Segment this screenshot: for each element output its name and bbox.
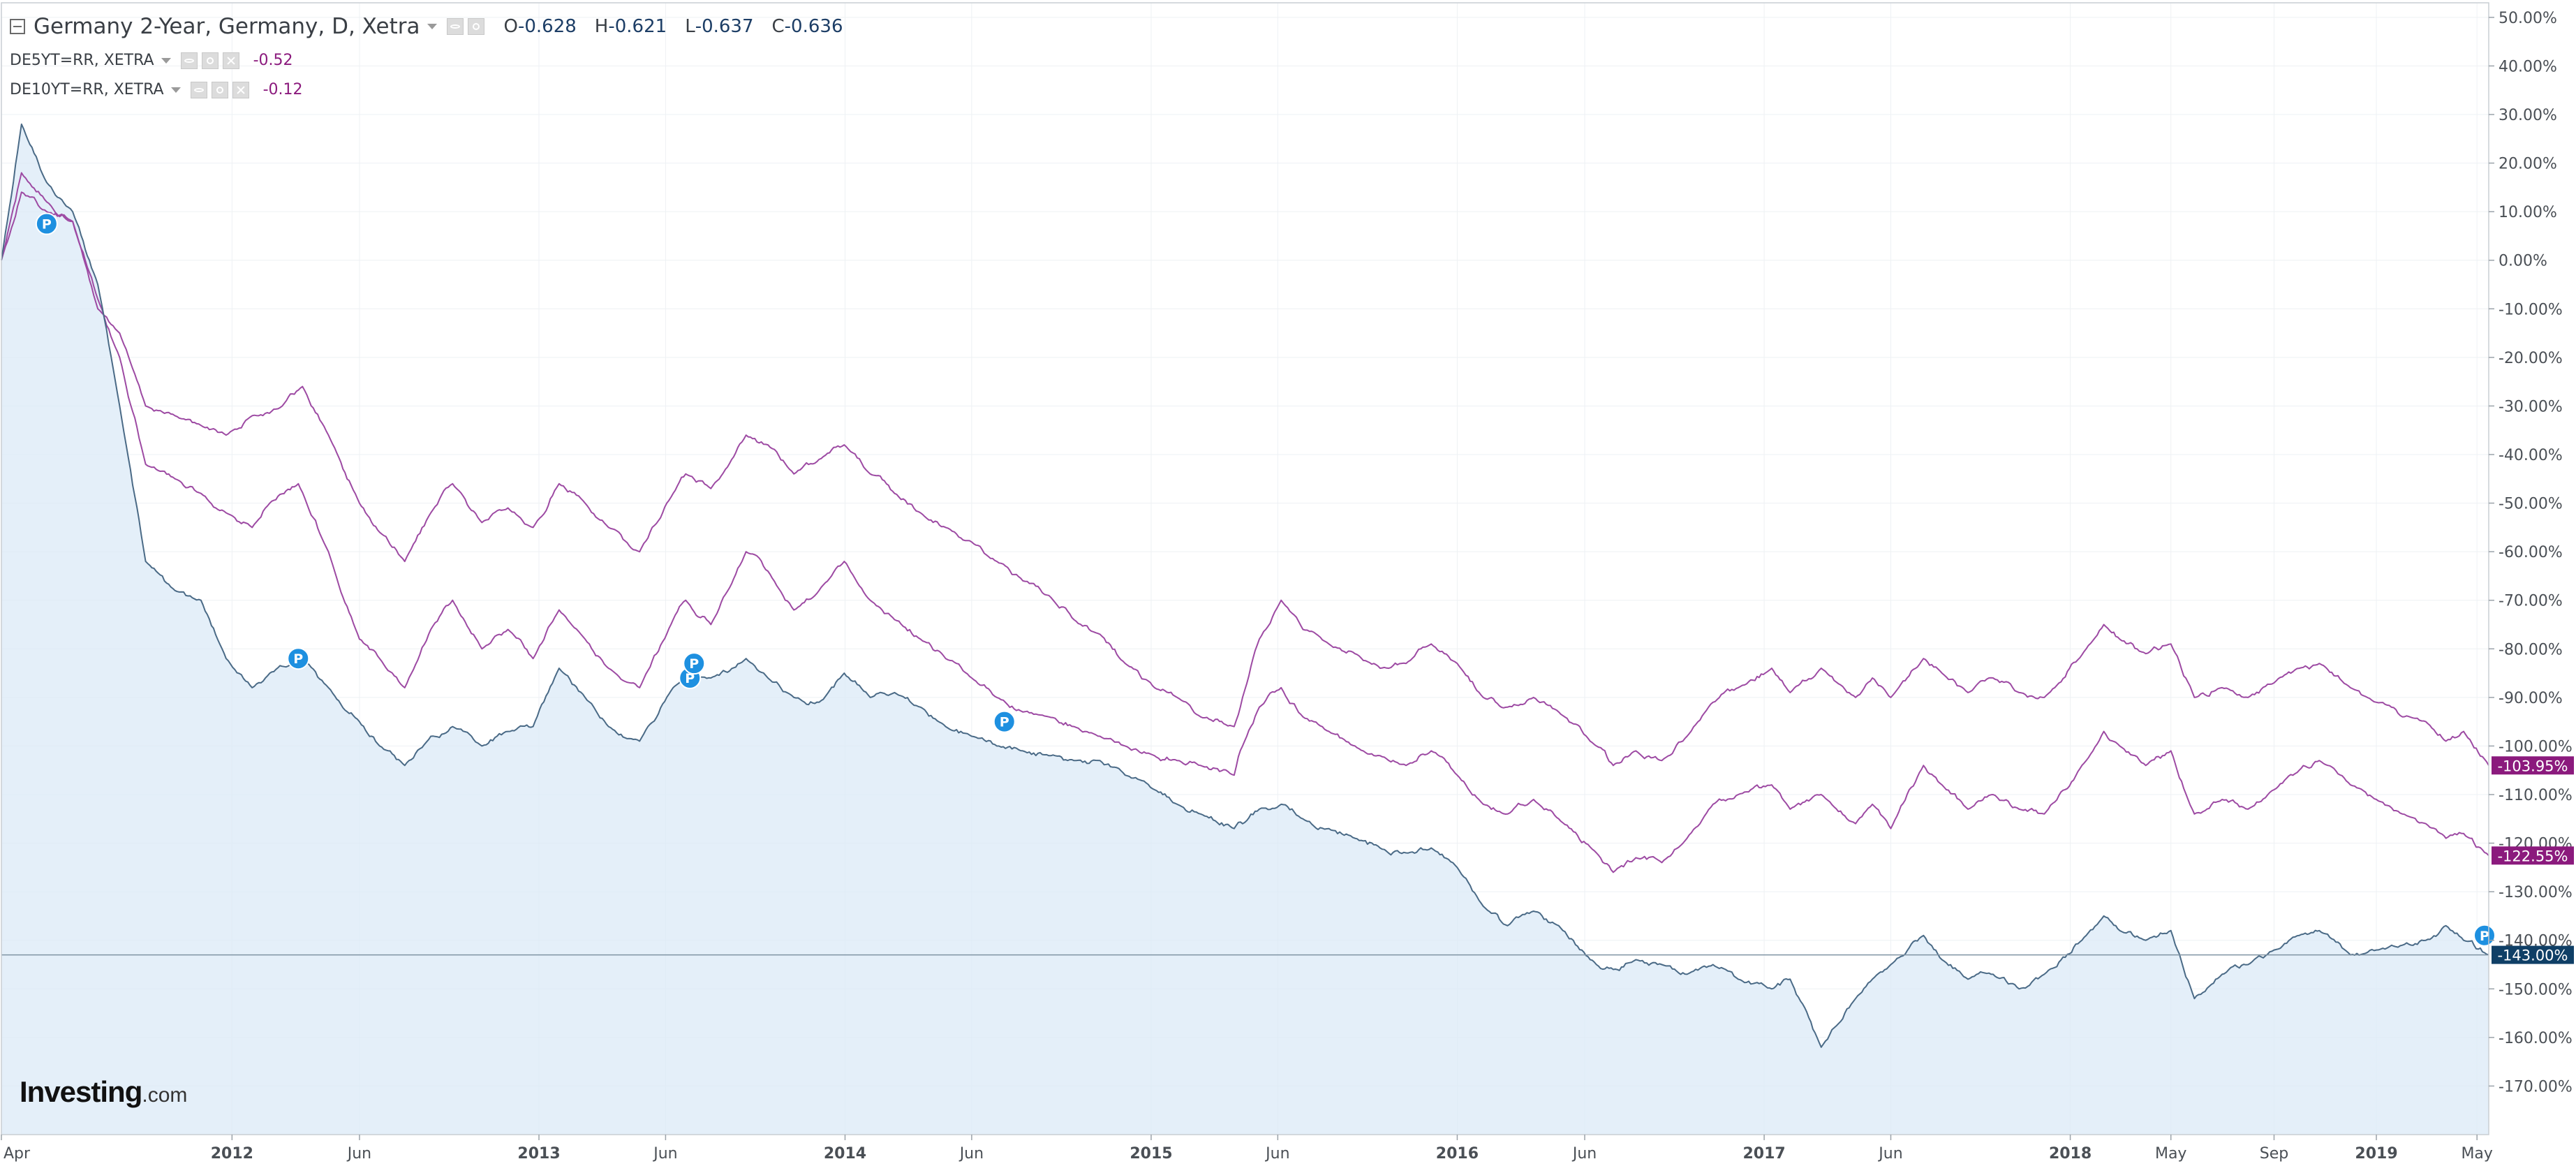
- eye-icon[interactable]: [446, 18, 464, 35]
- y-tick-label: 0.00%: [2499, 253, 2547, 270]
- main-series-title[interactable]: Germany 2-Year, Germany, D, Xetra: [34, 14, 420, 39]
- low-value: -0.637: [695, 16, 754, 37]
- series-value-badge: [2492, 846, 2574, 865]
- event-marker: [683, 652, 706, 675]
- x-tick-label: May: [2155, 1145, 2186, 1163]
- low-label: L: [685, 16, 695, 37]
- chevron-down-icon[interactable]: [427, 24, 437, 29]
- compare-series-line: [1, 191, 2489, 767]
- y-tick-label: 30.00%: [2499, 107, 2557, 124]
- event-marker: [993, 710, 1016, 733]
- eye-icon[interactable]: [180, 52, 198, 69]
- gear-icon[interactable]: [211, 81, 228, 98]
- y-tick-label: -20.00%: [2499, 350, 2563, 367]
- x-tick-label: 2018: [2049, 1145, 2092, 1163]
- x-tick-label: 2016: [1436, 1145, 1479, 1163]
- event-marker-label: P: [2480, 929, 2489, 944]
- main-series-line: [1, 123, 2489, 1048]
- legend-compare-5y: DE5YT=RR, XETRA -0.52: [10, 52, 293, 69]
- y-tick-label: 40.00%: [2499, 58, 2557, 75]
- y-tick-label: -10.00%: [2499, 301, 2563, 318]
- x-tick-label: Jun: [1571, 1145, 1597, 1163]
- y-tick-label: -90.00%: [2499, 690, 2563, 707]
- compare-series-line: [1, 172, 2489, 873]
- y-tick-label: -130.00%: [2499, 884, 2573, 901]
- x-tick-label: 2017: [1742, 1145, 1785, 1163]
- y-tick-label: -50.00%: [2499, 496, 2563, 513]
- x-tick-label: Jun: [1264, 1145, 1289, 1163]
- y-tick-label: -110.00%: [2499, 787, 2573, 804]
- high-value: -0.621: [608, 16, 667, 37]
- x-tick-label: Jun: [346, 1145, 371, 1163]
- plot-border: [1, 2, 2489, 1135]
- event-marker-label: P: [42, 217, 52, 233]
- open-label: O: [503, 16, 518, 37]
- event-marker-label: P: [1000, 715, 1009, 730]
- main-series-area: [1, 124, 2489, 1135]
- close-icon[interactable]: [232, 81, 249, 98]
- logo-suffix: .com: [142, 1084, 188, 1107]
- y-tick-label: -150.00%: [2499, 981, 2573, 998]
- compare-series-value: -0.12: [262, 81, 303, 98]
- y-tick-label: 50.00%: [2499, 10, 2557, 27]
- open-value: -0.628: [517, 16, 577, 37]
- event-marker: [35, 212, 58, 235]
- compare-series-title[interactable]: DE5YT=RR, XETRA: [10, 52, 154, 69]
- series-value-badge: [2492, 945, 2574, 964]
- area-layer: [1, 124, 2489, 1135]
- y-tick-label: -80.00%: [2499, 641, 2563, 658]
- event-marker-label: P: [293, 651, 303, 667]
- y-tick-label: 20.00%: [2499, 156, 2557, 173]
- x-tick-label: May: [2461, 1145, 2492, 1163]
- legend-compare-10y: DE10YT=RR, XETRA -0.12: [10, 81, 303, 98]
- series-value-badge-label: -103.95%: [2497, 758, 2568, 774]
- y-tick-label: -70.00%: [2499, 593, 2563, 610]
- eye-icon[interactable]: [190, 81, 207, 98]
- chevron-down-icon[interactable]: [170, 87, 181, 93]
- gear-icon[interactable]: [201, 52, 219, 69]
- y-tick-label: -170.00%: [2499, 1078, 2573, 1095]
- x-tick-label: Jun: [1877, 1145, 1902, 1163]
- y-tick-label: -100.00%: [2499, 738, 2573, 755]
- x-tick-label: 2015: [1130, 1145, 1172, 1163]
- x-tick-label: 2019: [2355, 1145, 2397, 1163]
- chevron-down-icon[interactable]: [161, 57, 171, 64]
- ohlc-values: O -0.628 H -0.621 L -0.637 C -0.636: [504, 16, 861, 37]
- event-marker: [287, 647, 310, 670]
- y-tick-label: -160.00%: [2499, 1030, 2573, 1047]
- event-marker-label: P: [685, 671, 695, 686]
- badges-layer: -103.95% -122.55% -143.00%: [2492, 756, 2574, 964]
- legend-main: Germany 2-Year, Germany, D, Xetra O -0.6…: [10, 14, 861, 39]
- x-tick-label: Sep: [2260, 1145, 2288, 1163]
- investing-logo: Investing.com: [20, 1075, 187, 1109]
- x-tick-label: 2013: [517, 1145, 560, 1163]
- collapse-legend-icon[interactable]: [10, 19, 25, 34]
- close-icon[interactable]: [222, 52, 239, 69]
- series-value-badge-label: -122.55%: [2497, 848, 2568, 864]
- x-tick-label: 2014: [824, 1145, 866, 1163]
- y-tick-label: -60.00%: [2499, 544, 2563, 561]
- x-tick-label: Jun: [652, 1145, 677, 1163]
- x-tick-label: Jun: [958, 1145, 984, 1163]
- high-label: H: [594, 16, 609, 37]
- y-tick-label: -40.00%: [2499, 447, 2563, 464]
- y-tick-label: 10.00%: [2499, 204, 2557, 221]
- logo-word: Investing: [20, 1075, 142, 1108]
- y-tick-label: -30.00%: [2499, 398, 2563, 415]
- series-layer: [1, 123, 2489, 1048]
- event-marker-label: P: [689, 656, 699, 672]
- x-tick-label: 2012: [211, 1145, 253, 1163]
- close-label: C: [771, 16, 785, 37]
- close-value: -0.636: [784, 16, 843, 37]
- compare-series-title[interactable]: DE10YT=RR, XETRA: [10, 81, 164, 98]
- series-value-badge-label: -143.00%: [2497, 947, 2568, 964]
- gear-icon[interactable]: [467, 18, 484, 35]
- series-value-badge: [2492, 756, 2574, 775]
- compare-series-value: -0.52: [253, 52, 293, 69]
- x-tick-label: Apr: [3, 1145, 31, 1163]
